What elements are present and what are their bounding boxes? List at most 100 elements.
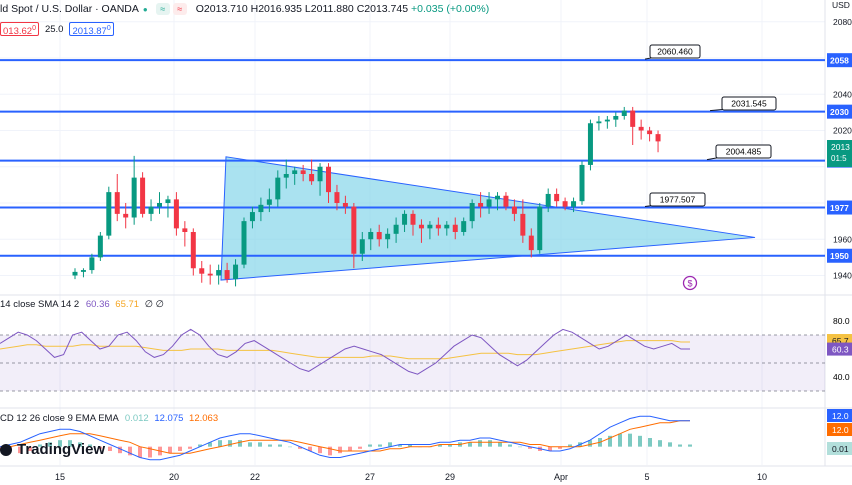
candle-body	[351, 206, 357, 254]
macd-hist-bar	[208, 442, 212, 447]
macd-legend-title[interactable]: CD 12 26 close 9 EMA EMA	[0, 413, 119, 424]
macd-legend: CD 12 26 close 9 EMA EMA 0.012 12.075 12…	[0, 413, 218, 424]
macd-hist-bar	[488, 440, 492, 447]
ohlc-change: +0.035 (+0.00%)	[411, 3, 490, 15]
time-tick-label: 27	[365, 472, 375, 482]
macd-hist-bar	[118, 446, 122, 454]
candle-body	[224, 270, 230, 280]
macd-hist-bar	[498, 442, 502, 447]
compare-button[interactable]: ≈	[155, 3, 170, 15]
candle-body	[233, 264, 239, 280]
rsi-sma-line	[0, 340, 690, 360]
candle-body	[275, 177, 281, 200]
callout-label: 2031.545	[731, 99, 767, 109]
macd-hist-bar	[318, 446, 322, 454]
price-tick-label: 2080	[833, 17, 852, 27]
candle-body	[80, 270, 86, 272]
macd-line	[0, 415, 690, 461]
ohlc-open: O2013.710	[195, 3, 248, 15]
macd-hist-bar	[568, 444, 572, 447]
ohlc-low: L2011.880	[304, 3, 354, 15]
macd-hist-bar	[668, 442, 672, 447]
macd-hist-bar	[358, 446, 362, 449]
time-tick-label: 29	[445, 472, 455, 482]
countdown-text: 01:5	[831, 154, 847, 163]
candle-body	[207, 273, 213, 276]
callout-label: 2060.460	[657, 47, 693, 57]
macd-hist-bar	[468, 442, 472, 447]
macd-hist-bar	[658, 440, 662, 447]
price-tick-label: 1940	[833, 271, 852, 281]
tradingview-logo[interactable]: TradingView	[0, 441, 105, 458]
rsi-axis-label: 80.0	[833, 316, 850, 326]
macd-hist-bar	[688, 444, 692, 447]
candle-body	[647, 130, 653, 135]
rsi-axis-label: 40.0	[833, 372, 850, 382]
macd-hist-bar	[378, 444, 382, 447]
candle-body	[283, 174, 289, 178]
candle-body	[528, 235, 534, 251]
macd-hist-bar	[168, 446, 172, 454]
macd-hist-bar	[258, 442, 262, 447]
candle-body	[503, 195, 509, 207]
symbol-name[interactable]: ld Spot / U.S. Dollar · OANDA	[0, 3, 139, 15]
candle-body	[613, 116, 619, 120]
macd-hist-bar	[198, 444, 202, 447]
candle-body	[317, 166, 323, 182]
candle-body	[165, 199, 171, 203]
rsi-value-tag-text: 60.3	[832, 345, 849, 355]
level-price-tag-text: 1950	[830, 251, 849, 261]
callout-box	[649, 44, 701, 59]
candle-body	[292, 170, 298, 174]
rsi-legend-title[interactable]: 14 close SMA 14 2	[0, 299, 80, 310]
macd-hist-bar	[128, 446, 132, 456]
candle-body	[173, 199, 179, 229]
candle-body	[97, 235, 103, 258]
rsi-value-tag	[827, 342, 852, 356]
candle-body	[596, 121, 602, 124]
macd-hist-value: 0.012	[124, 413, 149, 424]
macd-hist-bar	[18, 446, 22, 454]
macd-hist-bar	[548, 446, 552, 451]
macd-signal-value: 12.063	[189, 413, 219, 424]
callout-box	[649, 192, 706, 207]
candle-body	[469, 203, 475, 222]
macd-hist-bar	[38, 444, 42, 447]
macd-hist-bar	[268, 444, 272, 447]
candle-body	[537, 206, 543, 251]
macd-hist-bar	[558, 446, 562, 449]
macd-hist-bar	[188, 446, 192, 449]
callout-box	[715, 144, 772, 159]
macd-hist-bar	[588, 440, 592, 447]
rsi-sma-tag-text: 65.7	[832, 336, 849, 346]
buy-price-button[interactable]: 2013.870	[69, 22, 114, 37]
macd-hist-bar	[348, 446, 352, 451]
candle-body	[114, 192, 120, 214]
candle-body	[638, 126, 644, 131]
candle-body	[452, 224, 458, 232]
candle-body	[368, 232, 374, 240]
macd-hist-bar	[398, 444, 402, 447]
candle-body	[359, 239, 365, 254]
rsi-legend: 14 close SMA 14 2 60.36 65.71 ∅ ∅	[0, 299, 164, 310]
candle-body	[554, 193, 560, 202]
candle-body	[190, 232, 196, 269]
candle-body	[258, 204, 264, 213]
macd-hist-bar	[78, 442, 82, 447]
level-price-tag-text: 1977	[830, 203, 849, 213]
candle-body	[157, 203, 162, 207]
candle-body	[418, 224, 424, 229]
candle-body	[427, 224, 433, 229]
flag-button[interactable]: ≈	[172, 3, 187, 15]
macd-hist-bar	[178, 446, 182, 451]
sell-price-button[interactable]: 013.620	[0, 22, 39, 37]
macd-signal-tag-text: 12.0	[832, 425, 849, 435]
currency-label: USD	[832, 0, 850, 10]
ohlc-high: H2016.935	[250, 3, 302, 15]
candle-body	[216, 270, 222, 276]
rsi-empty-values: ∅ ∅	[144, 299, 164, 310]
macd-hist-bar	[288, 446, 292, 448]
candle-body	[123, 213, 129, 218]
macd-hist-bar	[248, 442, 252, 447]
time-tick-label: 10	[757, 472, 767, 482]
